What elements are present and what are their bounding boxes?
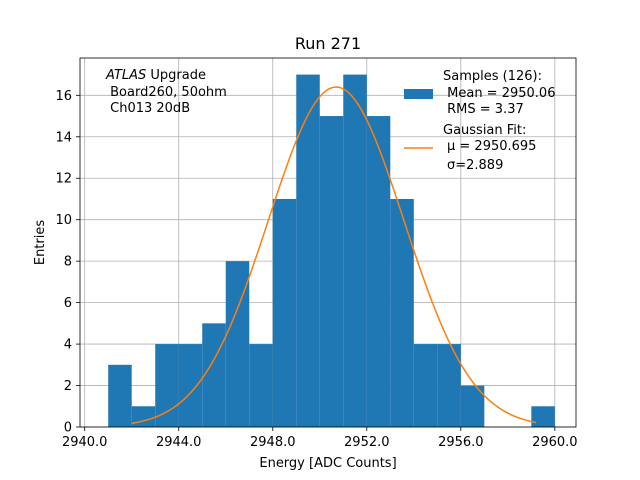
- y-tick-label-2: 4: [64, 338, 72, 353]
- gaussian-fit-curve: [131, 86, 537, 425]
- y-tick-label-6: 12: [55, 172, 72, 187]
- histogram-bar-7: [272, 198, 297, 427]
- y-tick-label-1: 2: [64, 379, 72, 394]
- histogram-bar-6: [249, 344, 273, 427]
- histogram-bar-5: [225, 261, 250, 427]
- x-axis-ticks: 2940.0 2944.0 2948.0 2952.0 2956.0 2960.0: [62, 427, 578, 450]
- x-tick-label-0: 2940.0: [62, 435, 108, 450]
- x-tick-label-3: 2952.0: [344, 435, 390, 450]
- histogram-bar-14: [437, 344, 461, 427]
- chart-title: Run 271: [295, 34, 361, 53]
- histogram-bar-2: [155, 344, 179, 427]
- histogram-bar-4: [202, 323, 226, 427]
- histogram-bar-1: [131, 406, 156, 427]
- histogram-bar-9: [319, 116, 344, 427]
- annotation-line-2: Board260, 50ohm: [106, 85, 227, 100]
- annotation-line-1: ATLAS Upgrade: [105, 68, 206, 83]
- x-tick-label-4: 2956.0: [438, 435, 484, 450]
- histogram-bar-8: [296, 74, 320, 428]
- histogram-bar-3: [178, 344, 203, 427]
- histogram-bar-15: [460, 385, 485, 427]
- histogram-bar-0: [108, 364, 132, 427]
- legend-samples-mean: Mean = 2950.06: [443, 86, 555, 101]
- y-tick-label-8: 16: [55, 89, 72, 104]
- annotation-box: ATLAS Upgrade Board260, 50ohm Ch013 20dB: [105, 68, 227, 116]
- y-tick-label-5: 10: [55, 213, 72, 228]
- y-axis-label: Entries: [33, 220, 48, 266]
- histogram-bars: [108, 74, 555, 428]
- legend-samples-swatch: [404, 89, 433, 99]
- annotation-line-3: Ch013 20dB: [106, 101, 190, 116]
- legend-samples-title: Samples (126):: [443, 69, 542, 84]
- histogram-bar-18: [531, 406, 555, 427]
- histogram-bar-11: [366, 116, 391, 427]
- y-tick-label-4: 8: [64, 255, 72, 270]
- histogram-bar-10: [343, 74, 367, 428]
- legend-fit-sigma: σ=2.889: [447, 158, 503, 173]
- y-tick-label-0: 0: [64, 421, 72, 436]
- annotation-upgrade: Upgrade: [146, 68, 206, 83]
- histogram-bar-12: [390, 198, 414, 427]
- x-tick-label-2: 2948.0: [250, 435, 296, 450]
- x-axis-label: Energy [ADC Counts]: [259, 456, 396, 471]
- y-tick-label-7: 14: [55, 130, 72, 145]
- y-axis-ticks: 0 2 4 6 8 10 12 14 16: [55, 89, 80, 436]
- x-tick-label-1: 2944.0: [156, 435, 202, 450]
- legend-fit-mu: μ = 2950.695: [447, 139, 536, 154]
- legend: Samples (126): Mean = 2950.06 RMS = 3.37…: [404, 69, 555, 173]
- x-tick-label-5: 2960.0: [532, 435, 578, 450]
- annotation-atlas: ATLAS: [105, 68, 146, 83]
- y-tick-label-3: 6: [64, 296, 72, 311]
- plot-frame: [79, 57, 577, 428]
- legend-samples-rms: RMS = 3.37: [443, 102, 524, 117]
- histogram-bar-13: [413, 344, 438, 427]
- legend-fit-title: Gaussian Fit:: [443, 123, 526, 138]
